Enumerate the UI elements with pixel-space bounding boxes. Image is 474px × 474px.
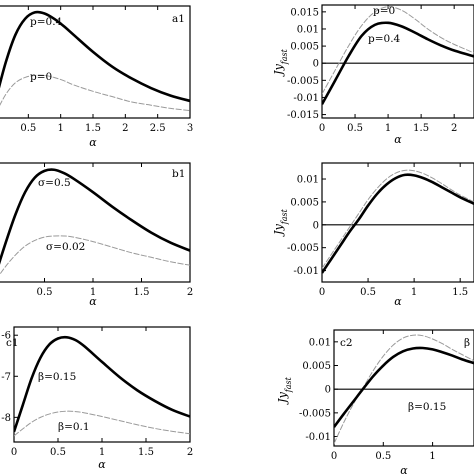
plot-frame bbox=[321, 4, 474, 119]
series-annotation: β=0.15 bbox=[38, 371, 76, 383]
x-axis-label: α bbox=[89, 136, 97, 149]
x-tick-label: 0.5 bbox=[20, 123, 36, 134]
series-annotation: p=0.4 bbox=[30, 16, 63, 28]
x-tick-label: 1.5 bbox=[134, 287, 150, 298]
y-tick-label: 0.01 bbox=[309, 337, 331, 348]
x-axis-label: α bbox=[89, 295, 97, 308]
panel-label: a1 bbox=[172, 13, 185, 25]
series-annotation: σ=0.5 bbox=[38, 177, 71, 189]
x-tick-label: 1.5 bbox=[85, 123, 101, 134]
panel-label: c2 bbox=[340, 337, 353, 349]
x-tick-label: 1 bbox=[90, 287, 96, 298]
plot-frame bbox=[0, 5, 191, 119]
y-axis-label: Jyfast bbox=[272, 208, 289, 236]
y-tick-label: -0.005 bbox=[287, 243, 319, 254]
series-line-05 bbox=[0, 168, 190, 265]
series-annotation: β=0.1 bbox=[58, 421, 90, 433]
y-tick-label: -0.005 bbox=[299, 408, 331, 419]
x-axis-label: α bbox=[394, 133, 402, 146]
y-tick-label: 0 bbox=[313, 59, 319, 70]
series-line-p0 bbox=[322, 6, 474, 95]
series-line-1 bbox=[322, 173, 474, 274]
x-tick-label: 0 bbox=[319, 287, 325, 298]
plot-frame bbox=[0, 162, 191, 283]
x-tick-label: 0.5 bbox=[360, 287, 376, 298]
y-axis-label: Jyfast bbox=[272, 48, 289, 76]
series-line-p0 bbox=[0, 74, 190, 112]
series-line-p04 bbox=[0, 10, 190, 103]
x-tick-label: 0 bbox=[331, 451, 337, 462]
x-tick-label: 2 bbox=[451, 123, 457, 134]
y-tick-label: -7 bbox=[1, 372, 11, 383]
plot-frame bbox=[333, 329, 474, 447]
series-annotation: σ=0.02 bbox=[46, 241, 85, 253]
x-axis-label: α bbox=[98, 458, 106, 471]
series-annotation: β bbox=[464, 337, 470, 349]
panel-label: b1 bbox=[172, 168, 185, 180]
y-tick-label: 0.01 bbox=[297, 24, 319, 35]
x-tick-label: 1.5 bbox=[138, 447, 154, 458]
y-tick-label: -6 bbox=[1, 331, 11, 342]
x-tick-label: 0 bbox=[319, 123, 325, 134]
x-tick-label: 1 bbox=[385, 123, 391, 134]
y-tick-label: -0.005 bbox=[287, 76, 319, 87]
x-tick-label: 1 bbox=[57, 123, 63, 134]
x-tick-label: 1.5 bbox=[452, 287, 468, 298]
plot-frame bbox=[13, 326, 191, 443]
panel-b2: 0 0.5 1 1.5 0.01 0.005 0 -0.005 -0.01 α Jyfast bbox=[272, 162, 474, 308]
series-line-015 bbox=[14, 335, 190, 433]
y-tick-label: -8 bbox=[1, 413, 11, 424]
y-axis-label: Jyfast bbox=[276, 376, 293, 404]
panel-label: c1 bbox=[6, 337, 19, 349]
y-tick-label: -0.01 bbox=[293, 93, 319, 104]
x-tick-label: 1 bbox=[411, 287, 417, 298]
x-tick-label: 1.5 bbox=[413, 123, 429, 134]
x-tick-label: 2.5 bbox=[150, 123, 166, 134]
x-tick-label: 0.5 bbox=[347, 123, 363, 134]
y-tick-label: 0 bbox=[325, 385, 331, 396]
x-tick-label: 2 bbox=[187, 447, 193, 458]
series-annotation: p=0.4 bbox=[368, 33, 401, 45]
series-annotation: p=0 bbox=[30, 71, 52, 83]
x-tick-label: 2 bbox=[187, 287, 193, 298]
series-annotation: β=0.15 bbox=[408, 401, 446, 413]
series-line-0 bbox=[322, 169, 474, 269]
y-tick-label: 0.005 bbox=[290, 197, 319, 208]
y-tick-label: 0.005 bbox=[290, 42, 319, 53]
y-tick-label: 0.01 bbox=[297, 175, 319, 186]
panel-c1: 0 0.5 1 1.5 2 -6 -7 -8 α c1 β=0.15 β=0.1 bbox=[1, 326, 193, 471]
y-tick-label: -0.01 bbox=[293, 266, 319, 277]
x-tick-label: 2 bbox=[122, 123, 128, 134]
x-tick-label: 0.5 bbox=[375, 451, 391, 462]
x-tick-label: 1 bbox=[99, 447, 105, 458]
series-line-p04 bbox=[322, 21, 474, 105]
y-tick-label: -0.015 bbox=[287, 110, 319, 121]
y-tick-label: 0.015 bbox=[290, 7, 319, 18]
x-tick-label: 0 bbox=[11, 447, 17, 458]
x-tick-label: 3 bbox=[187, 123, 193, 134]
x-tick-label: 1 bbox=[429, 451, 435, 462]
x-tick-label: 0.5 bbox=[50, 447, 66, 458]
panel-c2: 0 0.5 1 0.01 0.005 0 -0.005 -0.01 α Jyfast c2 β β=0.… bbox=[276, 329, 474, 474]
plot-frame bbox=[321, 162, 474, 283]
panel-a2: 0 0.5 1 1.5 2 0.015 0.01 0.005 0 -0.005 -0.01 -0.01… bbox=[272, 4, 474, 146]
series-line-015 bbox=[334, 346, 474, 428]
y-tick-label: 0.005 bbox=[302, 361, 331, 372]
series-line-01 bbox=[14, 410, 190, 437]
y-tick-label: 0 bbox=[313, 220, 319, 231]
x-axis-label: α bbox=[394, 295, 402, 308]
series-line-002 bbox=[0, 235, 190, 275]
x-tick-label: 0.5 bbox=[37, 287, 53, 298]
series-annotation: p=0 bbox=[373, 5, 395, 17]
x-axis-label: α bbox=[400, 464, 408, 474]
y-tick-label: -0.01 bbox=[305, 432, 331, 443]
